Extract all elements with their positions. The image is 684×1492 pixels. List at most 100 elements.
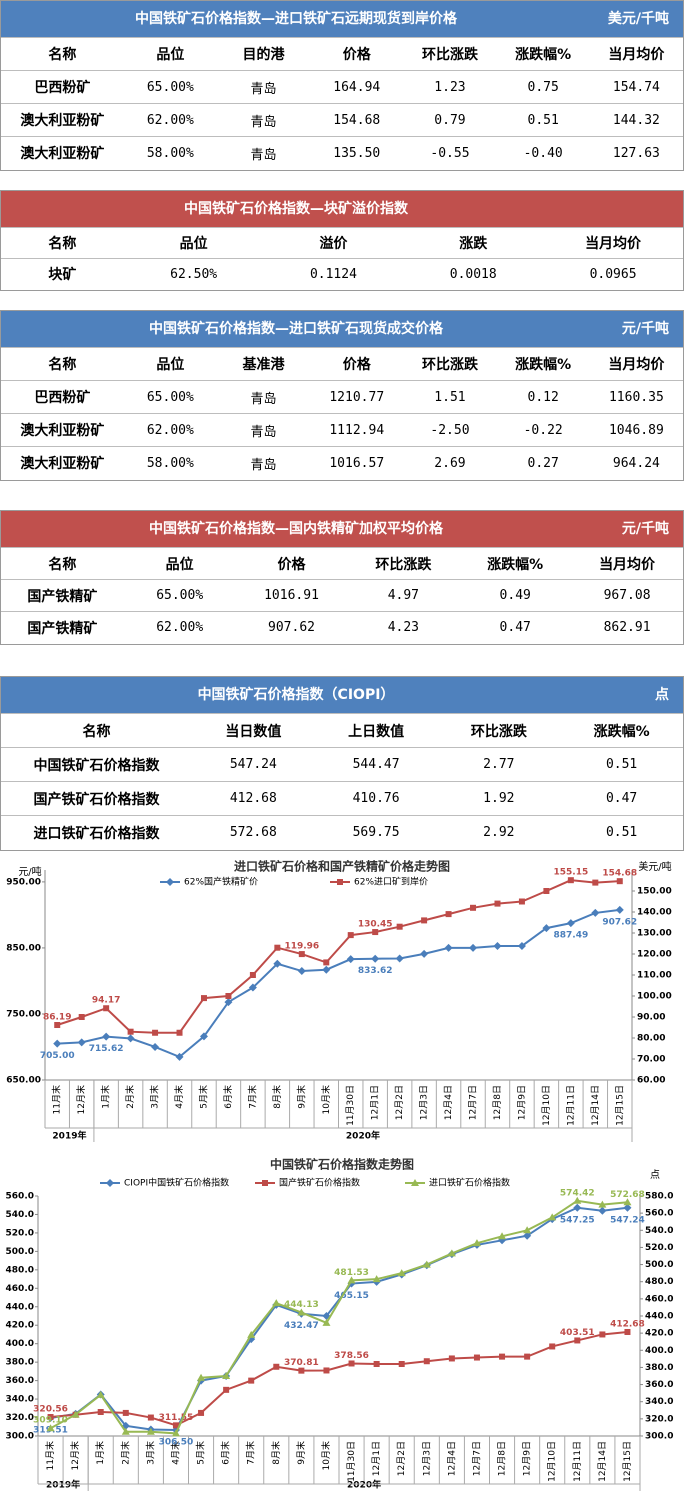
cell: 1016.57	[310, 446, 404, 480]
column-header: 目的港	[216, 37, 311, 71]
marker	[224, 998, 233, 1007]
data-label: 130.45	[358, 920, 393, 930]
marker	[146, 1427, 155, 1435]
x-tick-label: 12月3日	[421, 1441, 432, 1476]
y-axis-label: 元/吨	[18, 865, 41, 878]
marker	[102, 1032, 111, 1041]
x-tick-label: 9月末	[295, 1085, 307, 1109]
x-tick-label: 12月14日	[590, 1085, 601, 1126]
cell: 青岛	[216, 70, 311, 104]
marker	[372, 1275, 381, 1283]
y-tick-label: 360.0	[6, 1376, 34, 1386]
column-header: 价格	[310, 37, 404, 71]
y2-tick-label: 380.0	[645, 1363, 673, 1373]
cell: 547.24	[191, 747, 315, 782]
y2-tick-label: 70.00	[637, 1055, 665, 1065]
cell: 412.68	[191, 781, 315, 816]
y-tick-label: 340.0	[6, 1395, 34, 1405]
header-row: 名称 品位 价格 环比涨跌 涨跌幅% 当月均价	[1, 547, 683, 580]
marker	[573, 1203, 582, 1212]
column-header: 品位	[123, 347, 217, 381]
marker	[517, 941, 526, 950]
data-label: 370.81	[284, 1358, 319, 1368]
cell: 1.23	[403, 70, 497, 104]
data-label: 705.00	[40, 1051, 75, 1061]
y-tick-label: 320.0	[6, 1413, 34, 1423]
marker	[97, 1409, 104, 1415]
marker	[53, 1039, 62, 1048]
x-tick-label: 11月末	[44, 1441, 56, 1470]
marker	[448, 1355, 455, 1362]
y-tick-label: 850.00	[6, 943, 41, 953]
y2-tick-label: 400.0	[645, 1346, 673, 1356]
x-tick-label: 12月8日	[497, 1441, 508, 1476]
y2-axis-label: 点	[650, 1169, 660, 1181]
x-tick-label: 12月1日	[370, 1085, 381, 1120]
marker	[323, 1367, 330, 1374]
marker	[103, 1005, 110, 1012]
table: 名称 品位 溢价 涨跌 当月均价 块矿 62.50% 0.1124 0.0018 0.0965	[1, 227, 683, 290]
x-tick-label: 12月10日	[547, 1441, 558, 1482]
marker	[346, 955, 355, 964]
y2-tick-label: 540.0	[645, 1226, 673, 1236]
marker	[523, 1231, 532, 1240]
marker	[298, 951, 305, 958]
y2-tick-label: 130.00	[637, 929, 672, 939]
cell: 青岛	[216, 380, 311, 414]
x-tick-label: 12月9日	[516, 1085, 527, 1120]
cell: 0.12	[496, 380, 590, 414]
cell: 967.08	[571, 579, 683, 612]
data-label: 833.62	[358, 966, 393, 976]
cell: 144.32	[589, 103, 683, 137]
column-header: 涨跌	[403, 227, 544, 259]
cell: 1.92	[437, 781, 561, 816]
cell: 青岛	[216, 103, 311, 137]
y2-tick-label: 520.0	[645, 1243, 673, 1253]
table-header-bar: 中国铁矿石价格指数—块矿溢价指数	[1, 191, 683, 227]
row-name: 国产铁精矿	[1, 611, 124, 644]
y2-tick-label: 480.0	[645, 1277, 673, 1287]
data-label: 432.47	[284, 1321, 319, 1331]
cell: 58.00%	[123, 446, 217, 480]
marker	[147, 1414, 154, 1421]
table: 名称 品位 基准港 价格 环比涨跌 涨跌幅% 当月均价 巴西粉矿 65.00% 青岛 1210.77…	[1, 347, 683, 480]
x-tick-label: 2月末	[124, 1085, 136, 1109]
table-row: 块矿 62.50% 0.1124 0.0018 0.0965	[1, 258, 683, 290]
x-tick-label: 4月末	[173, 1085, 185, 1109]
y2-tick-label: 90.00	[637, 1013, 665, 1023]
marker	[599, 1331, 606, 1338]
x-tick-label: 9月末	[295, 1441, 307, 1465]
cell: 0.27	[496, 446, 590, 480]
marker	[171, 1429, 180, 1437]
x-tick-label: 12月1日	[371, 1441, 382, 1476]
chart-title: 进口铁矿石价格和国产铁精矿价格走势图	[234, 859, 450, 874]
marker	[548, 1213, 557, 1221]
marker	[372, 929, 379, 936]
x-tick-label: 11月30日	[345, 1085, 356, 1126]
cell: 4.23	[347, 611, 460, 644]
y-tick-label: 520.0	[6, 1228, 34, 1238]
series-line	[57, 908, 620, 1059]
x-tick-label: 6月末	[222, 1085, 234, 1109]
marker	[273, 1363, 280, 1370]
data-label: 547.25	[560, 1215, 595, 1225]
marker	[523, 1226, 532, 1234]
y2-tick-label: 300.0	[645, 1432, 673, 1442]
header-row: 名称 品位 溢价 涨跌 当月均价	[1, 227, 683, 259]
data-label: 572.68	[610, 1190, 645, 1200]
row-name: 澳大利亚粉矿	[1, 103, 124, 137]
marker	[422, 1260, 431, 1268]
marker	[152, 1029, 159, 1036]
series-line	[50, 1206, 628, 1432]
data-label: 306.50	[159, 1438, 194, 1448]
y2-tick-label: 120.00	[637, 950, 672, 960]
y2-tick-label: 440.0	[645, 1312, 673, 1322]
column-header: 价格	[235, 547, 348, 580]
marker	[46, 1424, 55, 1432]
marker	[598, 1206, 607, 1215]
column-header: 当月均价	[589, 37, 683, 71]
x-tick-label: 12月4日	[446, 1441, 457, 1476]
table-title: 中国铁矿石价格指数—国内铁精矿加权平均价格	[149, 521, 443, 537]
row-name: 澳大利亚粉矿	[1, 413, 124, 447]
marker	[106, 1179, 114, 1187]
